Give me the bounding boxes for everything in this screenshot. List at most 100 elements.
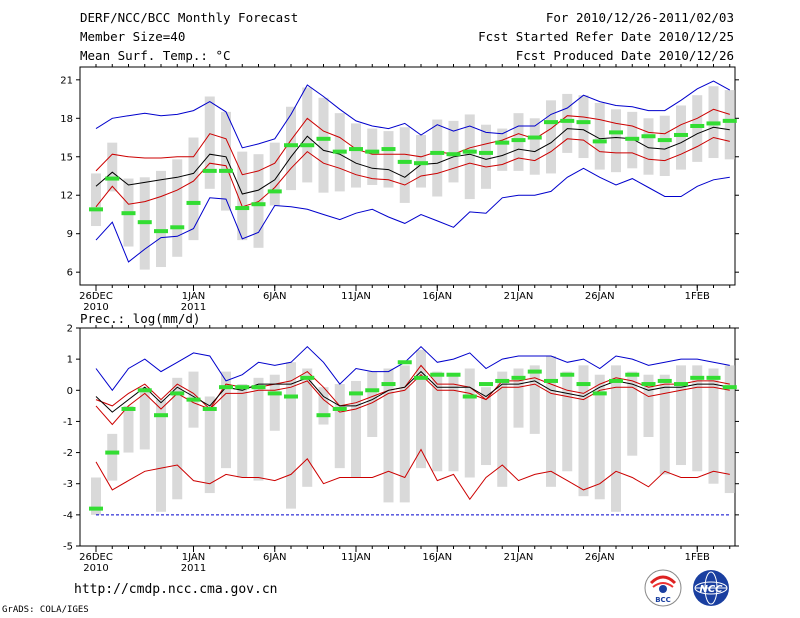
temp-median-mark	[462, 149, 477, 154]
prec-ytick-label: -4	[63, 510, 73, 521]
temp-box	[546, 100, 556, 174]
temp-median-mark	[154, 229, 168, 234]
footer-url[interactable]: http://cmdp.ncc.cma.gov.cn	[74, 582, 278, 597]
ncc-logo-label: NCC	[699, 584, 723, 595]
prec-median-mark	[706, 375, 721, 380]
prec-median-mark	[267, 391, 282, 396]
temp-median-mark	[706, 121, 721, 126]
temp-box	[448, 120, 459, 183]
temp-line-mean	[95, 126, 730, 195]
temp-median-mark	[414, 161, 428, 166]
prec-box	[383, 368, 394, 503]
temp-box	[676, 105, 686, 170]
temp-median-mark	[690, 123, 705, 128]
prec-box	[432, 371, 443, 472]
prec-box	[578, 365, 589, 497]
footer-credit: GrADS: COLA/IGES	[2, 605, 89, 615]
temp-median-mark	[251, 202, 266, 207]
temp-ytick-label: 12	[60, 191, 73, 202]
temp-box	[611, 109, 621, 173]
prec-ytick-label: 2	[67, 324, 73, 335]
temp-box	[399, 127, 410, 203]
prec-median-mark	[690, 375, 705, 380]
prec-box	[221, 371, 231, 469]
prec-median-mark	[251, 385, 266, 390]
prec-median-mark	[202, 406, 217, 411]
prec-box	[594, 374, 605, 500]
ncc-logo-icon: NCC	[693, 570, 729, 606]
temp-median-mark	[284, 143, 298, 148]
prec-box	[399, 365, 410, 503]
prec-box	[367, 371, 378, 437]
prec-box	[156, 399, 166, 512]
prec-median-mark	[544, 378, 558, 383]
temp-box	[432, 119, 443, 197]
prec-median-mark	[284, 394, 298, 399]
prec-median-mark	[511, 375, 526, 380]
prec-median-mark	[414, 375, 428, 380]
temp-box	[594, 102, 605, 170]
temp-ytick-label: 21	[60, 75, 73, 86]
temp-box	[221, 111, 231, 211]
prec-median-mark	[722, 385, 737, 390]
prec-box	[172, 377, 183, 500]
prec-median-mark	[121, 406, 136, 411]
temp-median-mark	[430, 150, 445, 155]
prec-line-lower	[95, 374, 730, 426]
prec-box	[107, 433, 118, 481]
prec-box	[91, 477, 101, 515]
prec-box	[204, 396, 215, 494]
temp-ytick-label: 18	[60, 114, 73, 125]
prec-ytick-label: -3	[63, 479, 73, 490]
prec-median-mark	[560, 372, 575, 377]
temp-box	[318, 97, 329, 193]
prec-median-mark	[186, 397, 201, 402]
temp-box	[529, 118, 540, 175]
temp-median-mark	[722, 118, 737, 123]
variable-label: Mean Surf. Temp.: °C	[80, 48, 231, 63]
temp-box	[91, 173, 101, 227]
temp-box	[497, 128, 508, 171]
temp-box	[692, 95, 703, 162]
temp-median-mark	[657, 138, 672, 143]
temp-median-mark	[495, 140, 510, 145]
prec-median-mark	[462, 394, 477, 399]
temp-box	[107, 142, 118, 192]
prec-panel-title-text: Prec.: log(mm/d)	[80, 311, 200, 326]
prec-median-mark	[609, 378, 623, 383]
prec-xtick-label: 6JAN	[263, 552, 286, 563]
prec-box	[724, 365, 735, 494]
temp-median-mark	[300, 143, 315, 148]
prec-xtick-label: 11JAN	[341, 552, 371, 563]
temp-box	[156, 170, 166, 268]
temp-ytick-label: 6	[67, 268, 73, 279]
prec-box	[334, 384, 345, 469]
temp-box	[269, 142, 280, 206]
refer-date: Fcst Started Refer Date 2010/12/25	[478, 29, 734, 44]
prec-line-max	[95, 346, 730, 392]
prec-ytick-label: 0	[67, 386, 73, 397]
prec-box	[562, 371, 573, 472]
temp-ytick-label: 15	[60, 152, 73, 163]
prec-median-mark	[170, 391, 185, 396]
temp-box	[367, 128, 378, 185]
prec-ytick-label: 1	[67, 355, 73, 366]
temp-box	[643, 118, 654, 175]
temp-line-upper	[95, 108, 730, 176]
temp-box	[286, 106, 296, 191]
prec-xtick-label: 16JAN	[422, 552, 452, 563]
prec-xtick-year: 2010	[83, 563, 108, 574]
prec-box	[627, 371, 638, 456]
temp-median-mark	[511, 138, 526, 143]
prec-box	[448, 374, 459, 472]
prec-median-mark	[381, 382, 396, 387]
temp-median-mark	[121, 211, 136, 216]
prec-median-mark	[154, 413, 168, 418]
prec-median-mark	[657, 378, 672, 383]
prec-box	[513, 368, 524, 428]
prec-ytick-label: -2	[63, 448, 73, 459]
prec-box	[529, 365, 540, 434]
prec-box	[318, 387, 329, 425]
member-size-label: Member Size=40	[80, 29, 186, 44]
